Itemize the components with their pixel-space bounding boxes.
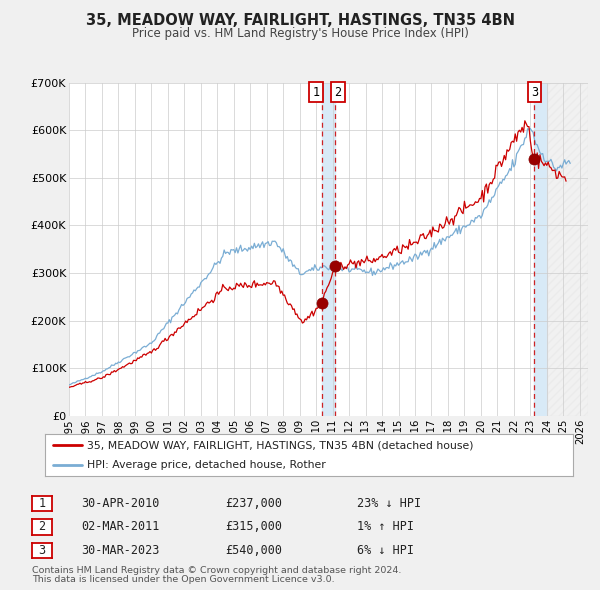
Text: 23% ↓ HPI: 23% ↓ HPI (357, 497, 421, 510)
Text: 1: 1 (312, 86, 319, 99)
Text: 35, MEADOW WAY, FAIRLIGHT, HASTINGS, TN35 4BN: 35, MEADOW WAY, FAIRLIGHT, HASTINGS, TN3… (86, 13, 515, 28)
Text: 2: 2 (38, 520, 46, 533)
Text: 6% ↓ HPI: 6% ↓ HPI (357, 544, 414, 557)
Text: £540,000: £540,000 (225, 544, 282, 557)
Text: 3: 3 (531, 86, 538, 99)
Text: £315,000: £315,000 (225, 520, 282, 533)
Text: 1% ↑ HPI: 1% ↑ HPI (357, 520, 414, 533)
Text: 30-APR-2010: 30-APR-2010 (81, 497, 160, 510)
Text: 30-MAR-2023: 30-MAR-2023 (81, 544, 160, 557)
Text: 02-MAR-2011: 02-MAR-2011 (81, 520, 160, 533)
Text: 1: 1 (38, 497, 46, 510)
Text: Price paid vs. HM Land Registry's House Price Index (HPI): Price paid vs. HM Land Registry's House … (131, 27, 469, 40)
Text: 2: 2 (334, 86, 341, 99)
Bar (547, 83, 588, 416)
Text: Contains HM Land Registry data © Crown copyright and database right 2024.: Contains HM Land Registry data © Crown c… (32, 566, 401, 575)
Bar (322, 83, 335, 416)
Text: 35, MEADOW WAY, FAIRLIGHT, HASTINGS, TN35 4BN (detached house): 35, MEADOW WAY, FAIRLIGHT, HASTINGS, TN3… (87, 440, 474, 450)
Text: This data is licensed under the Open Government Licence v3.0.: This data is licensed under the Open Gov… (32, 575, 334, 584)
Text: HPI: Average price, detached house, Rother: HPI: Average price, detached house, Roth… (87, 460, 326, 470)
Bar (535, 83, 547, 416)
Text: £237,000: £237,000 (225, 497, 282, 510)
Text: 3: 3 (38, 544, 46, 557)
